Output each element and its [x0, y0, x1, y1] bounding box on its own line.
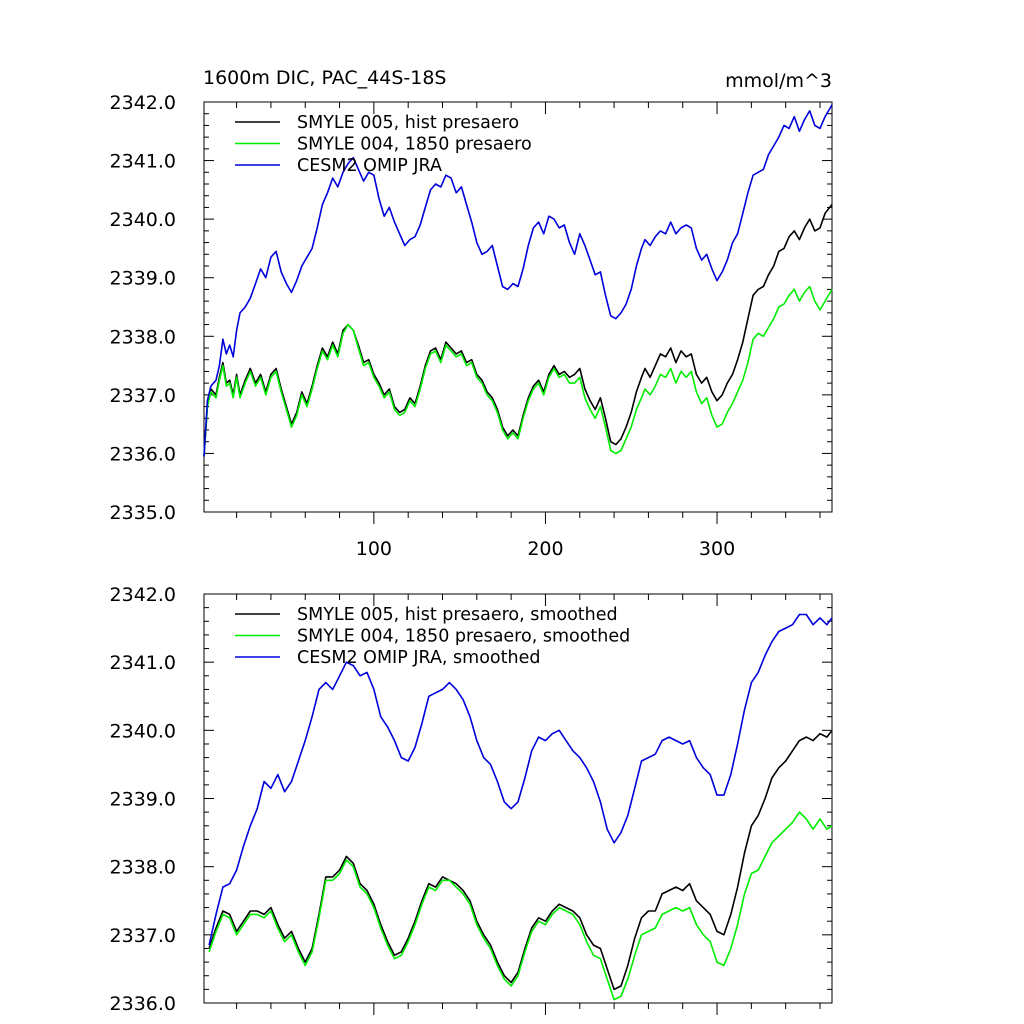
y-tick-label: 2337.0 [110, 385, 176, 407]
series-line [203, 204, 833, 457]
legend-label: SMYLE 005, hist presaero [297, 113, 519, 133]
legend-label: SMYLE 004, 1850 presaero [297, 135, 532, 155]
y-tick-label: 2340.0 [110, 209, 176, 231]
series-line [203, 104, 833, 457]
y-tick-label: 2342.0 [110, 92, 176, 114]
y-tick-label: 2336.0 [110, 443, 176, 465]
y-tick-label: 2335.0 [110, 502, 176, 524]
units-label: mmol/m^3 [725, 70, 832, 92]
legend-label: SMYLE 004, 1850 presaero, smoothed [297, 627, 630, 647]
series-line [203, 285, 833, 457]
series-line [208, 613, 833, 946]
chart-title: 1600m DIC, PAC_44S-18S [203, 67, 446, 89]
y-tick-label: 2337.0 [110, 925, 176, 947]
series-line [208, 811, 833, 1001]
legend-label: CESM2 OMIP JRA [297, 156, 442, 176]
bottom-panel: 2336.0 2337.0 2338.0 2339.0 2340.0 2341.0 2342… [110, 584, 833, 1015]
y-tick-label: 2339.0 [110, 268, 176, 290]
y-tick-label: 2339.0 [110, 789, 176, 811]
x-tick-label: 100 [356, 538, 392, 560]
legend-label: CESM2 OMIP JRA, smoothed [297, 648, 540, 668]
y-tick-label: 2338.0 [110, 326, 176, 348]
y-tick-label: 2336.0 [110, 993, 176, 1015]
series-line [208, 729, 833, 991]
top-panel: 2335.0 2336.0 2337.0 2338.0 2339.0 2340.0 2341… [110, 92, 833, 560]
x-tick-label: 200 [527, 538, 563, 560]
plot-frame [203, 101, 833, 513]
y-tick-label: 2341.0 [110, 151, 176, 173]
legend-label: SMYLE 005, hist presaero, smoothed [297, 605, 618, 625]
x-tick-label: 300 [699, 538, 735, 560]
y-tick-label: 2340.0 [110, 720, 176, 742]
y-tick-label: 2342.0 [110, 584, 176, 606]
y-tick-label: 2341.0 [110, 652, 176, 674]
y-tick-label: 2338.0 [110, 857, 176, 879]
